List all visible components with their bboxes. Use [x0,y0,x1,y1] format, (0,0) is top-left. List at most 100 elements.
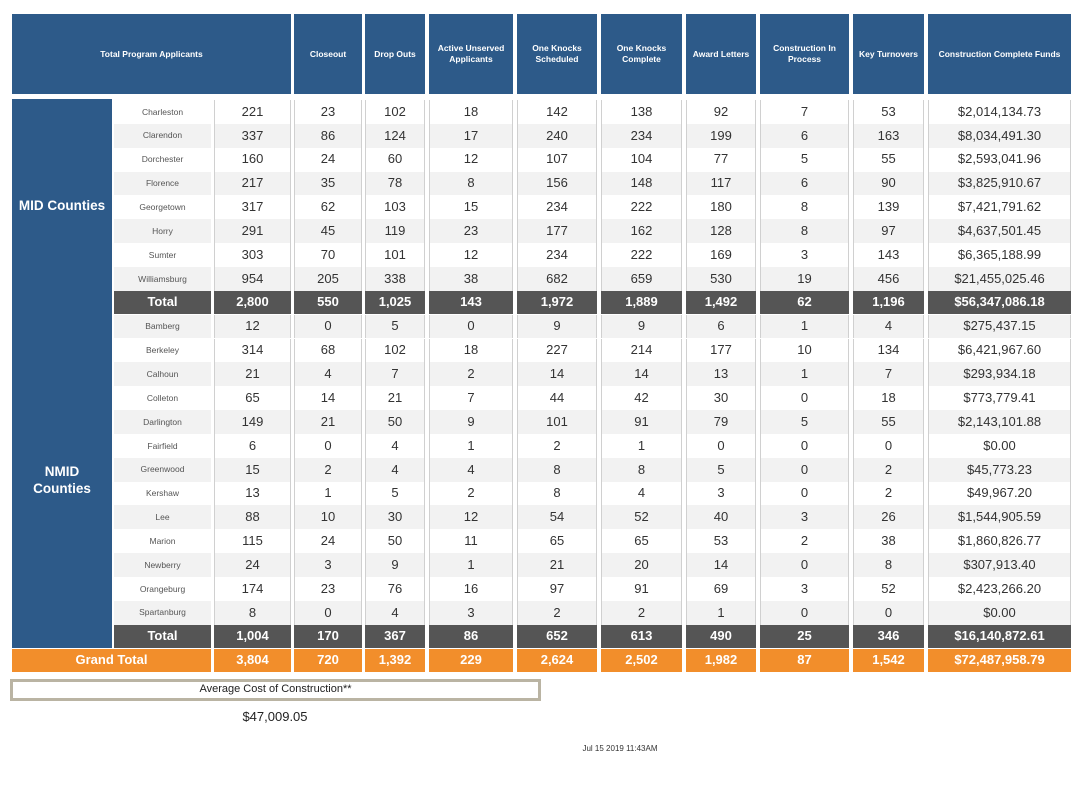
table-cell: 8 [214,600,291,625]
table-cell: 2 [429,481,513,506]
table-cell: 102 [365,100,425,124]
table-cell: $2,143,101.88 [928,410,1071,434]
table-cell: $307,913.40 [928,553,1071,577]
table-cell: 21 [517,553,597,577]
county-name: Spartanburg [114,600,211,625]
table-cell: 1 [686,600,756,625]
table-cell: 35 [294,171,362,196]
table-cell: 4 [365,600,425,625]
table-cell: 2 [853,481,924,506]
table-cell: 6 [686,314,756,339]
table-cell: 44 [517,386,597,411]
table-cell: 1 [760,314,849,339]
table-cell: 0 [760,457,849,482]
table-cell: 52 [601,505,682,530]
table-cell: 24 [214,553,291,577]
table-cell: 65 [214,386,291,411]
table-cell: 456 [853,266,924,291]
table-cell: 530 [686,266,756,291]
table-cell: 3 [760,243,849,267]
table-cell: 53 [853,100,924,124]
table-cell: 4 [365,457,425,482]
total-cell: 1,972 [517,290,597,314]
table-cell: 177 [517,219,597,244]
total-cell: 1,492 [686,290,756,314]
table-cell: 0 [760,481,849,506]
table-cell: 160 [214,147,291,172]
table-cell: 8 [760,195,849,220]
table-cell: $49,967.20 [928,481,1071,506]
table-cell: 177 [686,338,756,363]
table-cell: 1 [294,481,362,506]
table-cell: 15 [429,195,513,220]
column-header: Award Letters [686,14,756,94]
table-cell: 338 [365,266,425,291]
table-cell: 214 [601,338,682,363]
table-cell: 8 [517,457,597,482]
table-cell: 92 [686,100,756,124]
table-cell: 12 [429,243,513,267]
table-cell: 5 [760,147,849,172]
table-cell: 23 [294,100,362,124]
table-cell: 227 [517,338,597,363]
table-cell: 128 [686,219,756,244]
table-cell: $6,365,188.99 [928,243,1071,267]
grand-total-cell: 720 [294,648,362,673]
average-value: $47,009.05 [242,708,308,724]
county-name: Orangeburg [114,577,211,601]
table-cell: 3 [760,505,849,530]
table-cell: 174 [214,577,291,601]
table-cell: 240 [517,123,597,148]
table-cell: 0 [294,314,362,339]
table-cell: 30 [686,386,756,411]
table-cell: 337 [214,123,291,148]
table-cell: 12 [214,314,291,339]
total-cell: 346 [853,624,924,648]
table-cell: 0 [760,386,849,411]
column-header: One Knocks Complete [601,14,682,94]
table-cell: 12 [429,505,513,530]
grand-total-cell: 1,392 [365,648,425,673]
table-cell: $4,637,501.45 [928,219,1071,244]
total-cell: 490 [686,624,756,648]
table-cell: 14 [686,553,756,577]
table-cell: 2 [294,457,362,482]
table-cell: 4 [294,362,362,387]
table-cell: 0 [853,600,924,625]
table-cell: 1 [429,553,513,577]
total-cell: 652 [517,624,597,648]
table-cell: 24 [294,147,362,172]
table-cell: 38 [429,266,513,291]
table-cell: 0 [853,433,924,458]
table-cell: 18 [429,100,513,124]
table-cell: 0 [429,314,513,339]
table-cell: 103 [365,195,425,220]
table-cell: 2 [517,433,597,458]
table-cell: 0 [760,600,849,625]
column-header: Drop Outs [365,14,425,94]
table-cell: 54 [517,505,597,530]
table-cell: 14 [601,362,682,387]
table-cell: 91 [601,577,682,601]
table-cell: 19 [760,266,849,291]
total-cell: 550 [294,290,362,314]
table-cell: 90 [853,171,924,196]
county-name: Bamberg [114,314,211,339]
table-cell: 0 [294,600,362,625]
grand-total-cell: 3,804 [214,648,291,673]
table-cell: 45 [294,219,362,244]
table-cell: $21,455,025.46 [928,266,1071,291]
total-cell: 1,004 [214,624,291,648]
grand-total-cell: 87 [760,648,849,673]
table-cell: 14 [517,362,597,387]
table-cell: 14 [294,386,362,411]
county-name: Darlington [114,410,211,434]
table-cell: 9 [429,410,513,434]
total-cell: $56,347,086.18 [928,290,1071,314]
table-cell: 954 [214,266,291,291]
total-cell: 170 [294,624,362,648]
table-cell: 6 [760,171,849,196]
total-cell: 1,889 [601,290,682,314]
table-cell: 97 [517,577,597,601]
table-cell: 78 [365,171,425,196]
